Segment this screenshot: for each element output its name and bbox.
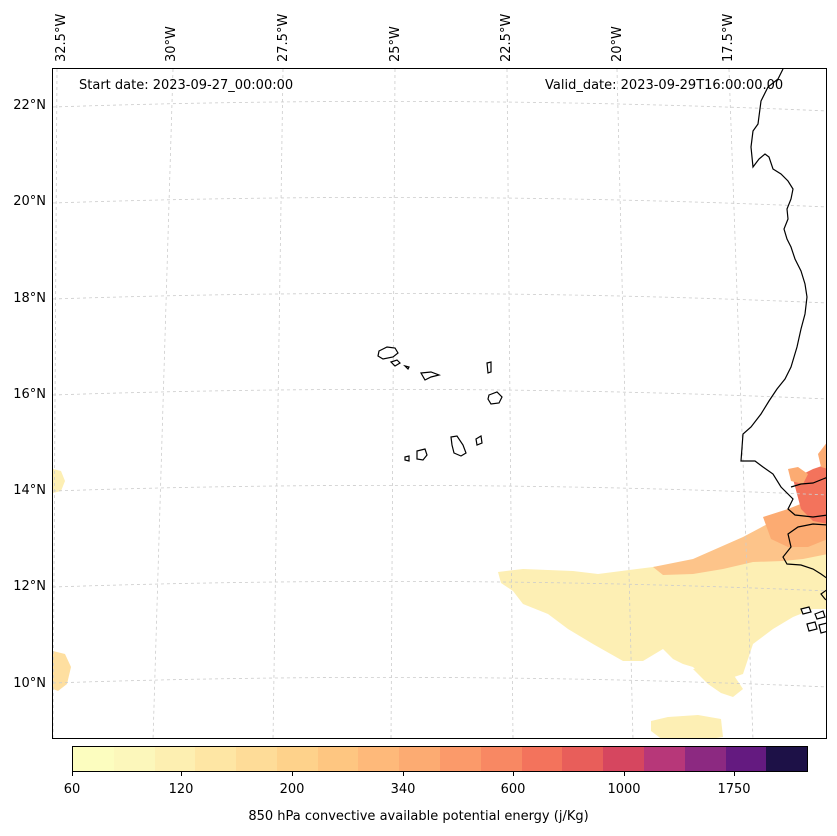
lat-label: 12°N bbox=[13, 579, 46, 594]
cape-field-north-blob bbox=[788, 467, 808, 484]
gridline-lon-27-5w bbox=[272, 69, 284, 738]
start-date-label: Start date: 2023-09-27_00:00:00 bbox=[79, 78, 294, 93]
colorbar-tick-label: 120 bbox=[168, 782, 194, 797]
island-santiago bbox=[450, 435, 467, 457]
colorbar-segment bbox=[154, 747, 196, 771]
colorbar-segment bbox=[562, 747, 604, 771]
island-bijagos-2 bbox=[814, 610, 826, 620]
colorbar-segment bbox=[317, 747, 359, 771]
gridline-lat-10n bbox=[53, 676, 826, 688]
colorbar-tick-label: 340 bbox=[390, 782, 416, 797]
lat-label: 16°N bbox=[13, 387, 46, 402]
bijagos-islands bbox=[800, 606, 826, 634]
colorbar-segment bbox=[440, 747, 481, 771]
colorbar-segment bbox=[766, 747, 808, 771]
colorbar-tick-label: 200 bbox=[279, 782, 305, 797]
island-santo-antao bbox=[377, 346, 399, 360]
cape-field-south-strip bbox=[651, 715, 723, 738]
colorbar-label: 850 hPa convective available potential e… bbox=[248, 809, 589, 824]
colorbar-segment bbox=[399, 747, 441, 771]
gridlines bbox=[53, 69, 826, 738]
guinea-coast bbox=[820, 589, 826, 601]
colorbar-segment bbox=[521, 747, 563, 771]
island-sal bbox=[486, 361, 492, 374]
colorbar-segment bbox=[236, 747, 277, 771]
colorbar-segment bbox=[480, 747, 522, 771]
map-canvas bbox=[53, 69, 826, 738]
colorbar-segment bbox=[358, 747, 400, 771]
lon-label: 27.5°W bbox=[276, 13, 291, 62]
colorbar-tick bbox=[734, 772, 735, 776]
coastlines bbox=[740, 69, 826, 601]
africa-coast-south bbox=[782, 523, 826, 579]
cape-verde-islands bbox=[377, 346, 503, 462]
colorbar-segment bbox=[725, 747, 767, 771]
colorbar-tick bbox=[292, 772, 293, 776]
gridline-lat-18n bbox=[53, 292, 826, 304]
gridline-lon-32-5w bbox=[53, 69, 58, 738]
island-sao-nicolau bbox=[420, 371, 442, 381]
colorbar-segment bbox=[195, 747, 237, 771]
gridline-lon-20w bbox=[616, 69, 634, 738]
lat-label: 22°N bbox=[13, 98, 46, 113]
lat-label: 20°N bbox=[13, 194, 46, 209]
colorbar-segment bbox=[643, 747, 685, 771]
lon-label: 30°W bbox=[164, 26, 179, 62]
cape-field-tongue bbox=[693, 667, 743, 697]
gridline-lon-30w bbox=[152, 69, 174, 738]
colorbar-tick-label: 1750 bbox=[717, 782, 751, 797]
island-maio bbox=[475, 435, 483, 446]
valid-date-label: Valid_date: 2023-09-29T16:00:00.00 bbox=[545, 78, 784, 93]
colorbar-tick-label: 1000 bbox=[607, 782, 641, 797]
colorbar-segment bbox=[73, 747, 114, 771]
island-bijagos-3 bbox=[806, 621, 818, 632]
colorbar-segment bbox=[684, 747, 726, 771]
colorbar-tick bbox=[513, 772, 514, 776]
cape-field-west-lower bbox=[53, 651, 71, 691]
island-santa-luzia bbox=[403, 364, 410, 371]
gridline-lat-14n bbox=[53, 484, 826, 496]
lon-label: 25°W bbox=[388, 26, 403, 62]
lon-label: 20°W bbox=[610, 26, 625, 62]
cape-field-east-upper bbox=[818, 443, 826, 469]
lon-label: 32.5°W bbox=[54, 13, 69, 62]
island-fogo bbox=[416, 448, 428, 461]
island-bijagos-1 bbox=[800, 606, 812, 615]
colorbar bbox=[72, 746, 808, 772]
cape-field bbox=[53, 443, 826, 738]
island-sao-vicente bbox=[389, 359, 401, 367]
gridline-lon-22-5w bbox=[506, 69, 514, 738]
colorbar-tick bbox=[72, 772, 73, 776]
cape-field-west-upper bbox=[53, 469, 65, 493]
lon-label: 22.5°W bbox=[499, 13, 514, 62]
island-bijagos-4 bbox=[818, 622, 826, 634]
colorbar-segment bbox=[276, 747, 318, 771]
colorbar-tick bbox=[181, 772, 182, 776]
colorbar-tick-label: 600 bbox=[500, 782, 526, 797]
gambia-river-outline bbox=[790, 477, 826, 488]
lat-label: 14°N bbox=[13, 483, 46, 498]
colorbar-segment bbox=[603, 747, 644, 771]
colorbar-segment bbox=[113, 747, 155, 771]
map-panel bbox=[52, 68, 827, 739]
lat-label: 10°N bbox=[13, 676, 46, 691]
lat-label: 18°N bbox=[13, 291, 46, 306]
gridline-lat-12n bbox=[53, 580, 826, 592]
gridline-lat-16n bbox=[53, 388, 826, 400]
colorbar-tick-label: 60 bbox=[63, 782, 81, 797]
island-brava bbox=[404, 455, 410, 462]
gridline-lat-20n bbox=[53, 196, 826, 208]
colorbar-tick bbox=[624, 772, 625, 776]
gridline-lat-22n bbox=[53, 100, 826, 112]
colorbar-tick bbox=[403, 772, 404, 776]
gridline-lon-25w bbox=[390, 69, 396, 738]
africa-coastline bbox=[740, 69, 826, 518]
island-boa-vista bbox=[487, 391, 503, 405]
lon-label: 17.5°W bbox=[721, 13, 736, 62]
gridline-lon-17-5w bbox=[728, 69, 754, 738]
